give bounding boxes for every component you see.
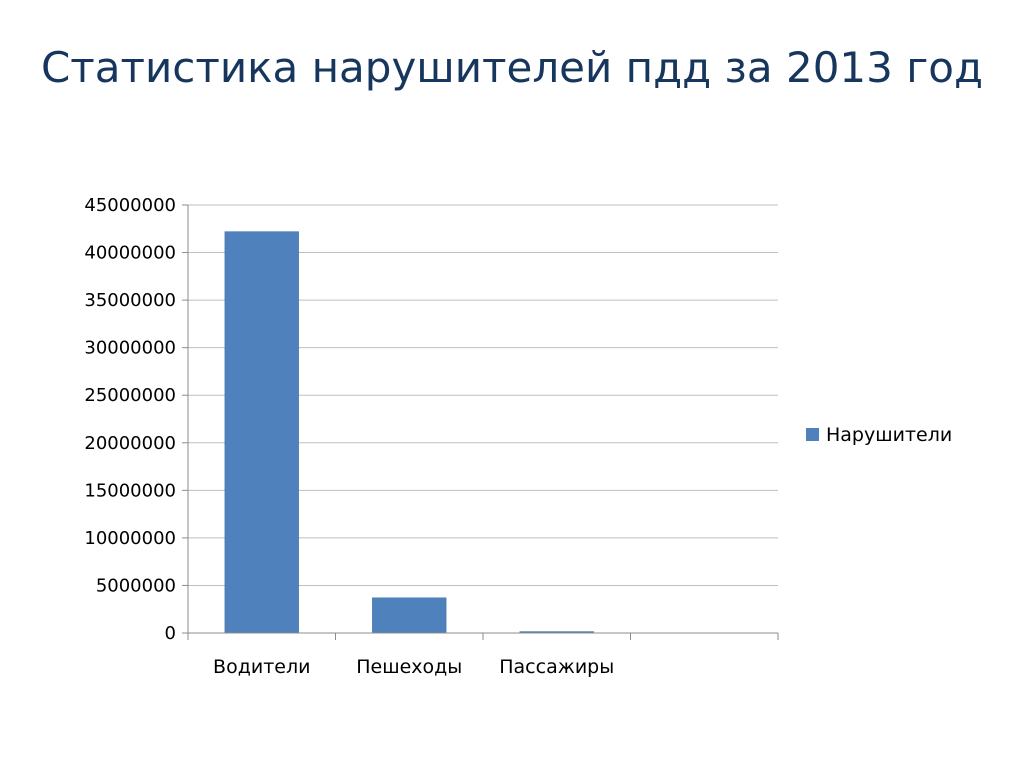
legend-swatch bbox=[806, 428, 819, 441]
category-label: Пассажиры bbox=[499, 656, 614, 678]
y-tick-labels: 0 5000000 10000000 15000000 20000000 25000000… bbox=[84, 195, 176, 644]
y-tick-label: 40000000 bbox=[84, 243, 176, 264]
y-tick-label: 35000000 bbox=[84, 290, 176, 311]
bar-1 bbox=[224, 231, 299, 634]
axes bbox=[182, 204, 779, 640]
y-tick-label: 0 bbox=[165, 623, 176, 644]
category-label: Пешеходы bbox=[356, 656, 462, 678]
y-tick-label: 30000000 bbox=[84, 338, 176, 359]
y-tick-label: 5000000 bbox=[96, 575, 176, 596]
y-tick-label: 45000000 bbox=[84, 195, 176, 216]
y-tick-label: 25000000 bbox=[84, 385, 176, 406]
y-tick-label: 20000000 bbox=[84, 433, 176, 454]
category-label: Водители bbox=[213, 656, 310, 678]
category-labels: Водители Пешеходы Пассажиры bbox=[213, 656, 614, 678]
y-tick-label: 10000000 bbox=[84, 528, 176, 549]
bar-2 bbox=[372, 597, 447, 634]
slide-title: Статистика нарушителей пдд за 2013 год bbox=[40, 43, 984, 92]
y-tick-label: 15000000 bbox=[84, 480, 176, 501]
bars bbox=[224, 231, 594, 634]
legend-label: Нарушители bbox=[826, 424, 952, 446]
legend: Нарушители bbox=[806, 424, 952, 446]
